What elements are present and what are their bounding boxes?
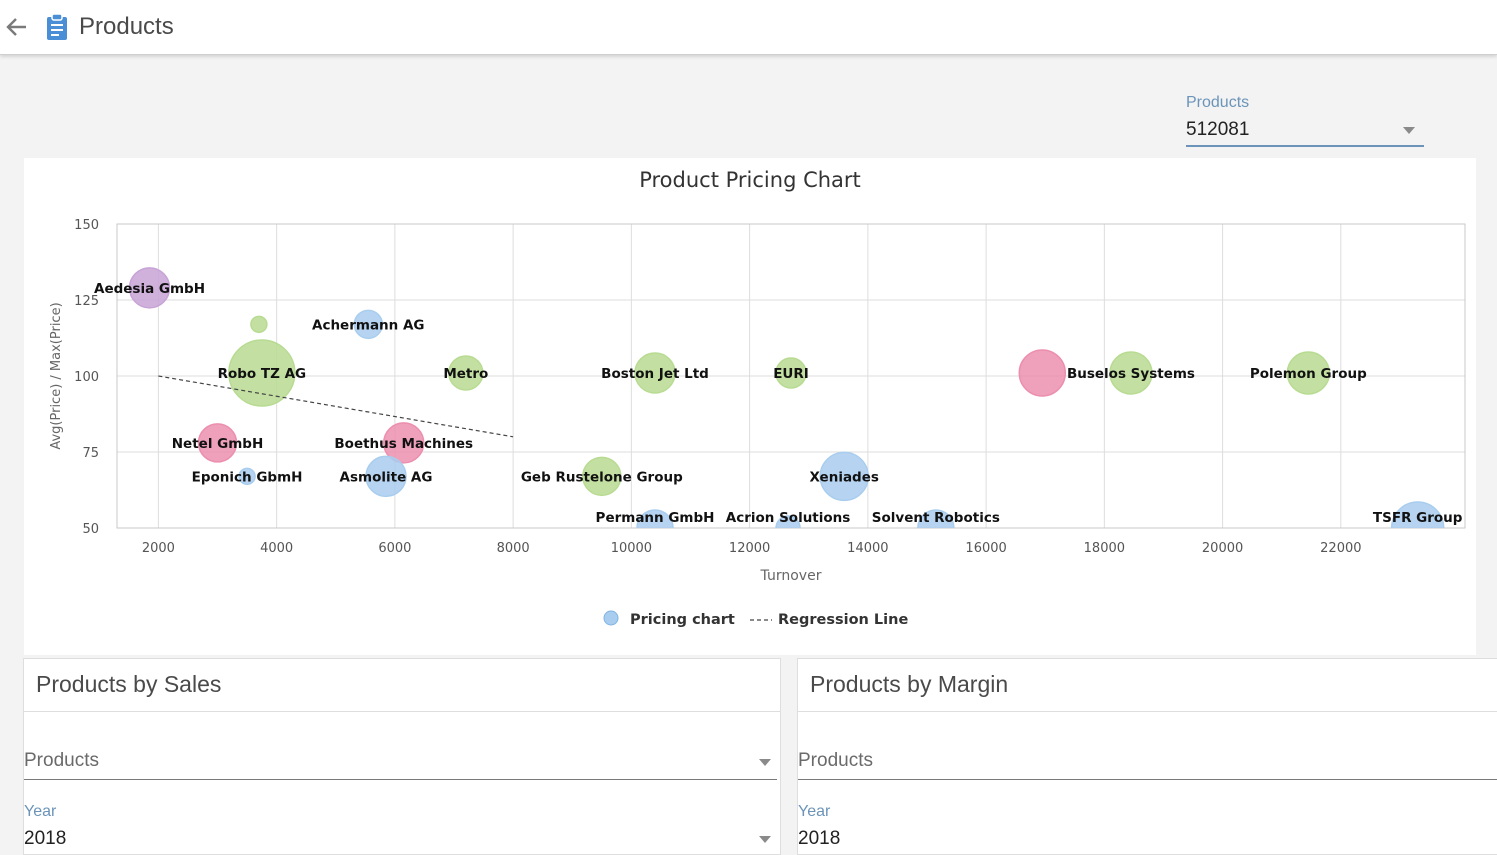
- point-label: TSFR Group: [1373, 510, 1463, 526]
- legend-label-pricing: Pricing chart: [630, 612, 735, 628]
- divider: [798, 711, 1497, 712]
- y-tick-label: 125: [74, 294, 99, 309]
- pricing-chart-card: Product Pricing Chart 2000 4000 6000 8000 100…: [24, 158, 1476, 655]
- bubble-point[interactable]: [365, 455, 407, 498]
- x-tick-label: 6000: [378, 541, 411, 556]
- bubble-point[interactable]: [917, 509, 955, 546]
- bubble-point[interactable]: [775, 515, 801, 540]
- products-by-sales-panel: Products by Sales Products Year 2018: [23, 658, 781, 855]
- margin-year-select[interactable]: Year 2018: [798, 802, 1497, 854]
- bubble-point[interactable]: [448, 355, 484, 391]
- arrow-left-icon[interactable]: [4, 14, 30, 40]
- chart-title: Product Pricing Chart: [639, 168, 861, 192]
- point-label: Xeniades: [810, 469, 879, 485]
- y-tick-label: 75: [82, 446, 99, 461]
- point-label: Acrion Solutions: [726, 510, 851, 526]
- bubble-point[interactable]: [636, 509, 674, 546]
- clipboard-icon: [47, 13, 67, 40]
- bubble-point[interactable]: [250, 315, 268, 334]
- x-axis-label: Turnover: [760, 568, 822, 584]
- products-placeholder: Products: [24, 750, 99, 771]
- point-label: Asmolite AG: [340, 469, 433, 485]
- bubble-layer: [128, 267, 1445, 554]
- point-label: Geb Rustelone Group: [521, 469, 683, 485]
- x-tick-label: 8000: [497, 541, 530, 556]
- sales-year-select[interactable]: Year 2018: [24, 802, 777, 854]
- x-tick-label: 12000: [729, 541, 770, 556]
- panel-title: Products by Margin: [810, 671, 1009, 697]
- bubble-point[interactable]: [1018, 349, 1067, 397]
- product-select-value: 512081: [1186, 119, 1250, 140]
- y-tick-label: 100: [74, 370, 99, 385]
- point-label: Solvent Robotics: [872, 510, 1000, 526]
- point-label: Eponich GbmH: [192, 469, 303, 485]
- bubble-point[interactable]: [819, 451, 869, 502]
- bubble-point[interactable]: [1109, 351, 1153, 395]
- y-tick-label: 150: [74, 218, 99, 233]
- sales-products-select[interactable]: Products: [24, 747, 777, 780]
- point-label: Robo TZ AG: [218, 366, 307, 382]
- products-by-margin-panel: Products by Margin Products Year 2018: [797, 658, 1497, 855]
- product-select[interactable]: Products 512081: [1186, 93, 1424, 147]
- chevron-down-icon: [759, 759, 771, 766]
- bubble-point[interactable]: [353, 309, 384, 340]
- x-tick-label: 16000: [965, 541, 1006, 556]
- point-label: EURI: [773, 366, 809, 382]
- bubble-point[interactable]: [382, 422, 425, 464]
- point-label: Achermann AG: [312, 317, 425, 333]
- point-label: Netel GmbH: [172, 436, 264, 452]
- point-label: Aedesia GmbH: [94, 281, 205, 297]
- point-label: Buselos Systems: [1067, 366, 1195, 382]
- x-tick-label: 4000: [260, 541, 293, 556]
- year-value: 2018: [798, 828, 841, 849]
- x-tick-label: 14000: [847, 541, 888, 556]
- x-tick-label: 20000: [1202, 541, 1243, 556]
- legend-marker-pricing: [603, 610, 619, 626]
- bubble-point[interactable]: [238, 467, 256, 486]
- year-value: 2018: [24, 828, 67, 849]
- bubble-point[interactable]: [228, 339, 296, 407]
- point-label: Metro: [443, 366, 488, 382]
- bubble-point[interactable]: [1286, 351, 1331, 395]
- x-tick-label: 22000: [1320, 541, 1361, 556]
- year-label: Year: [24, 803, 57, 820]
- x-tick-label: 2000: [142, 541, 175, 556]
- legend-label-regression: Regression Line: [778, 612, 908, 628]
- pricing-chart: Product Pricing Chart 2000 4000 6000 8000 100…: [49, 168, 1466, 628]
- chevron-down-icon: [1403, 127, 1415, 134]
- bubble-point[interactable]: [582, 456, 622, 497]
- bubble-point[interactable]: [128, 267, 171, 309]
- point-label: Permann GmbH: [596, 510, 715, 526]
- bubble-point[interactable]: [634, 352, 676, 394]
- point-label: Boethus Machines: [334, 436, 473, 452]
- select-underline: [1186, 145, 1424, 147]
- x-tick-label: 18000: [1084, 541, 1125, 556]
- bubble-point[interactable]: [1390, 501, 1445, 554]
- y-tick-label: 50: [82, 522, 99, 537]
- bubble-point[interactable]: [775, 357, 807, 389]
- y-axis-label: Avg(Price) / Max(Price): [49, 302, 64, 449]
- year-label: Year: [798, 803, 831, 820]
- panel-title: Products by Sales: [36, 671, 222, 697]
- products-placeholder: Products: [798, 750, 873, 771]
- margin-products-select[interactable]: Products: [798, 747, 1497, 780]
- divider: [24, 711, 780, 712]
- chevron-down-icon: [759, 836, 771, 843]
- x-tick-label: 10000: [611, 541, 652, 556]
- product-select-label: Products: [1186, 94, 1250, 111]
- page-title: Products: [79, 13, 174, 40]
- app-header: Products: [0, 0, 1497, 55]
- regression-line: [158, 375, 514, 438]
- point-label: Polemon Group: [1250, 366, 1367, 382]
- bubble-point[interactable]: [197, 423, 238, 463]
- point-label: Boston Jet Ltd: [601, 366, 709, 382]
